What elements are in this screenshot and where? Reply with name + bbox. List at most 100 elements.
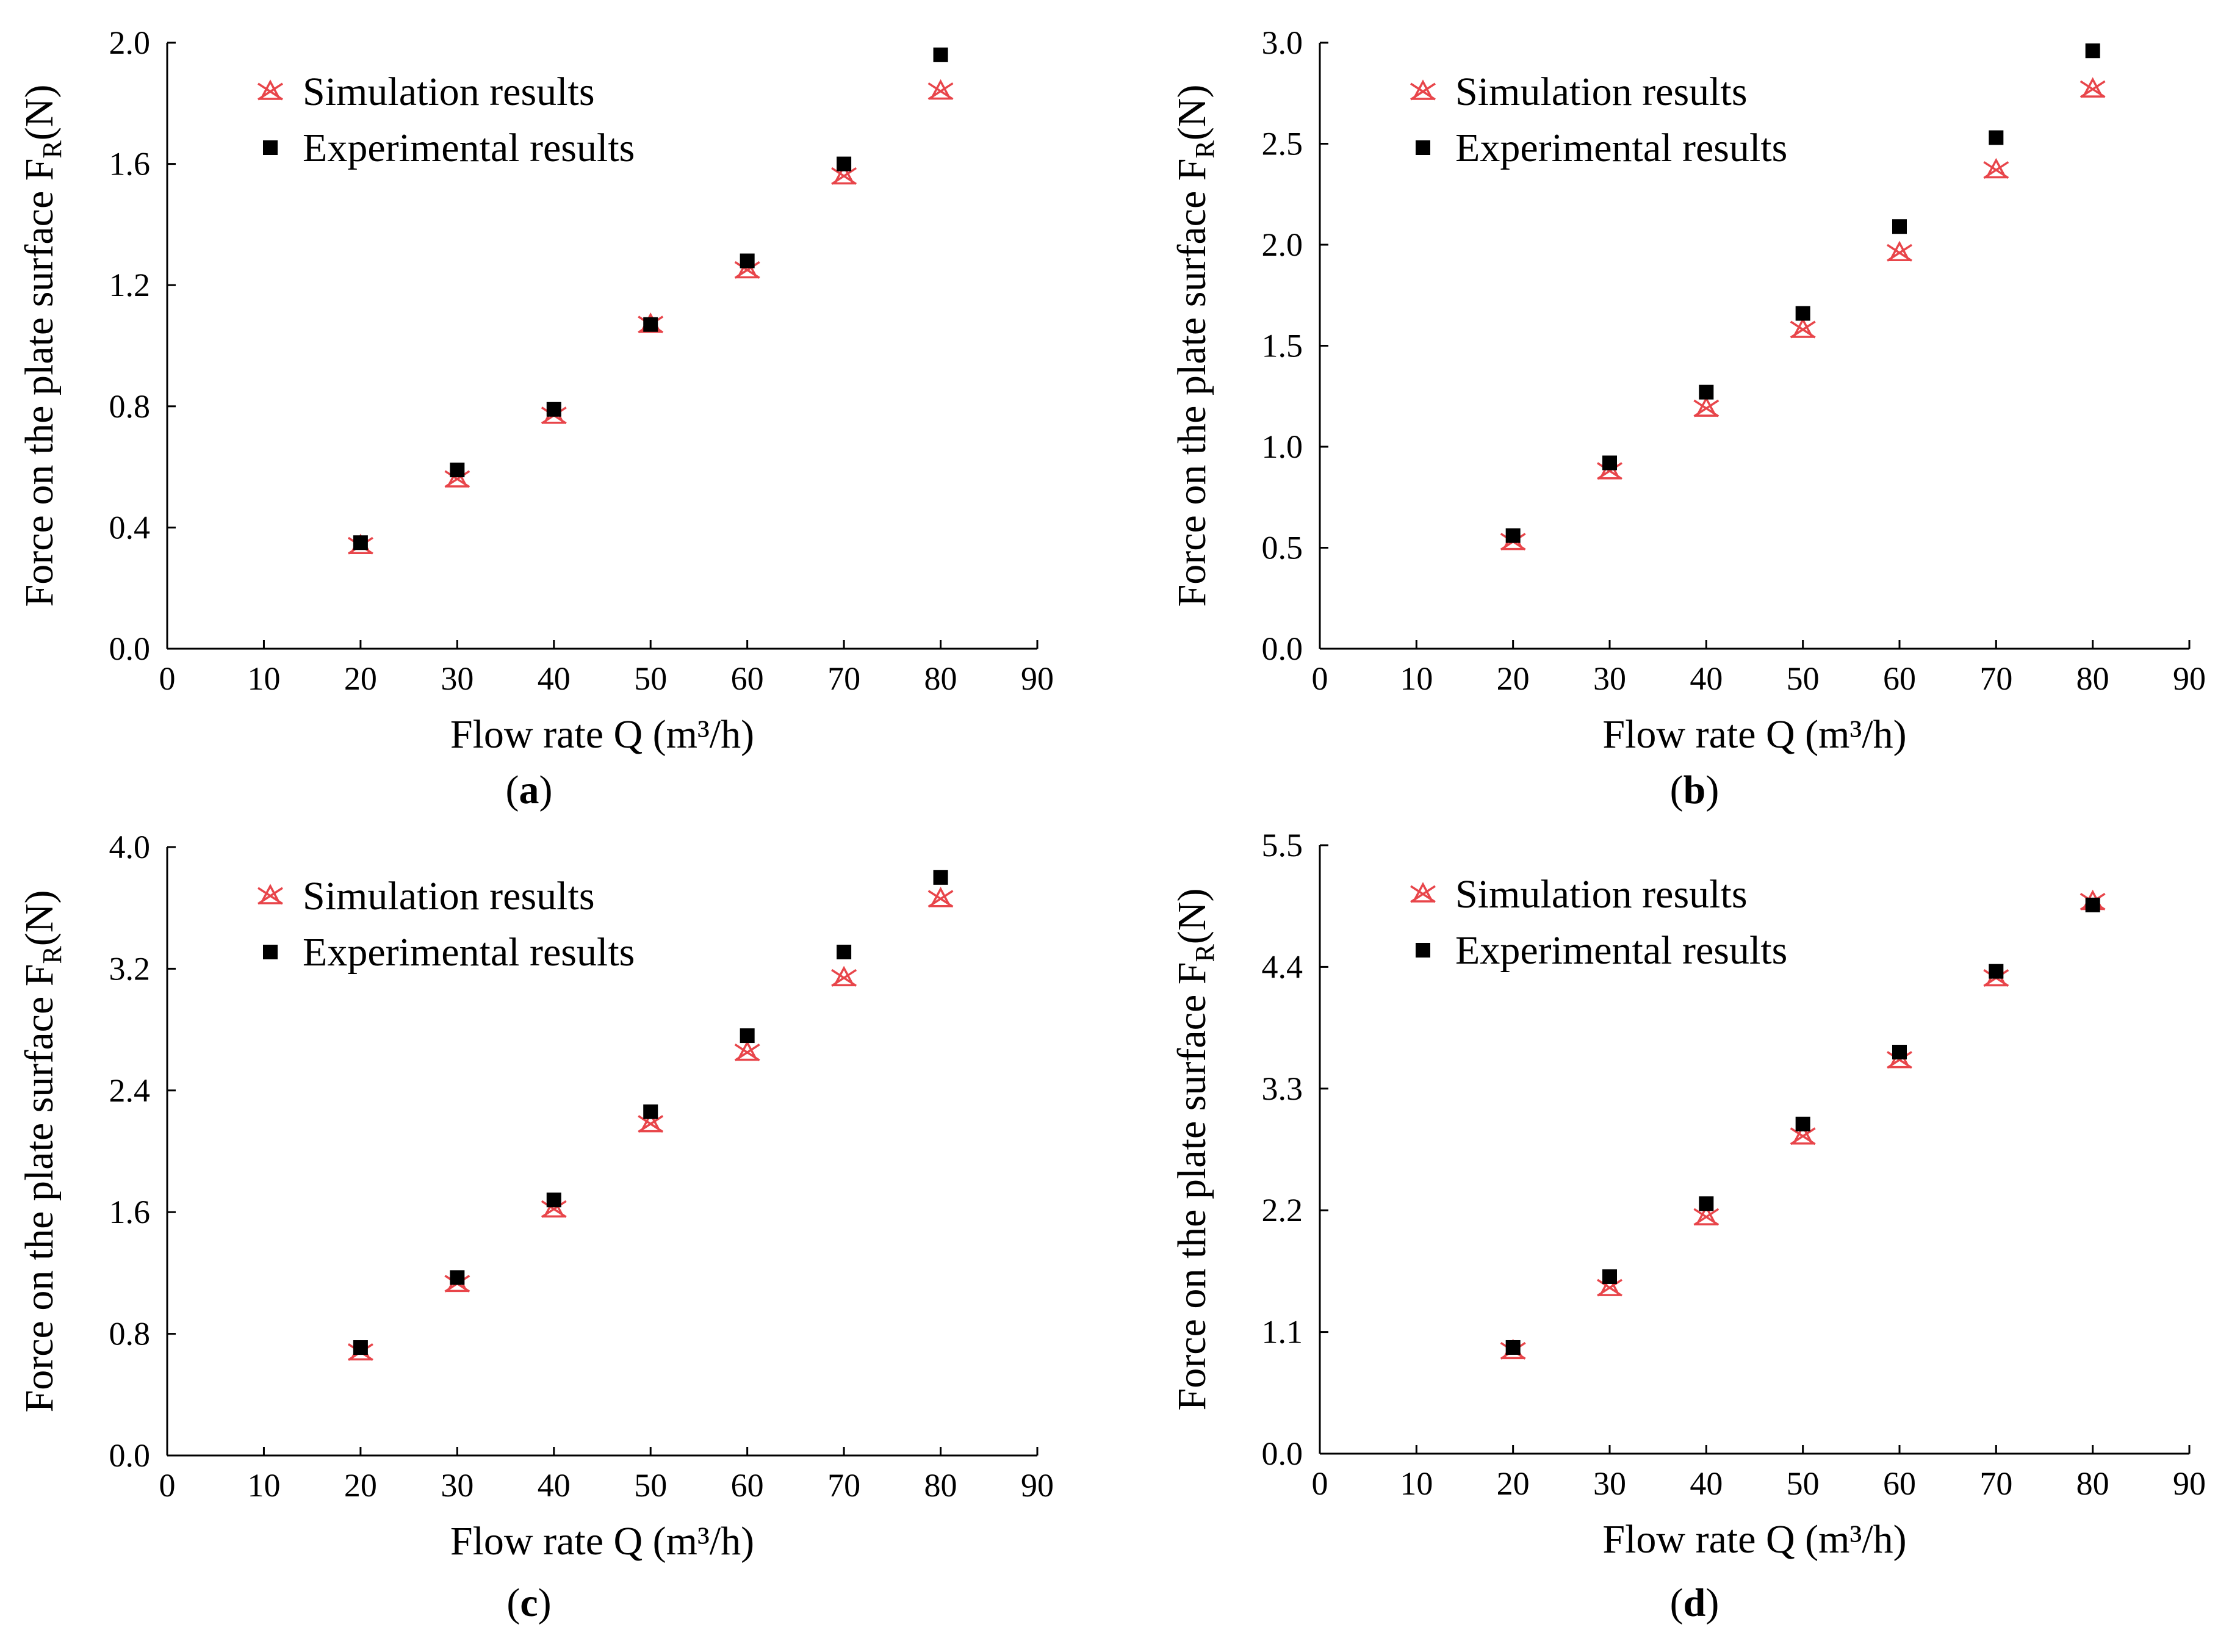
legend-experimental-marker bbox=[1416, 140, 1430, 155]
y-axis-title-subscript: R bbox=[1190, 944, 1220, 962]
x-tick-label: 70 bbox=[827, 1467, 860, 1504]
x-tick-label: 90 bbox=[1021, 1467, 1054, 1504]
simulation-point bbox=[831, 965, 857, 987]
y-tick-label: 2.2 bbox=[1262, 1192, 1303, 1228]
legend-experimental-label: Experimental results bbox=[303, 126, 635, 170]
x-axis-title: Flow rate Q (m³/h) bbox=[1602, 712, 1906, 757]
legend-simulation-marker-triangle bbox=[1412, 882, 1434, 903]
simulation-point-triangle bbox=[542, 1197, 565, 1217]
x-axis-title: Flow rate Q (m³/h) bbox=[450, 1519, 754, 1564]
y-tick-label: 1.1 bbox=[1262, 1314, 1303, 1351]
x-tick-label: 80 bbox=[2076, 660, 2109, 697]
caption-open-paren: ( bbox=[1670, 1581, 1683, 1625]
simulation-point-cross bbox=[927, 890, 954, 908]
legend-simulation-label: Simulation results bbox=[303, 874, 595, 918]
experimental-point bbox=[1699, 384, 1714, 400]
simulation-point-cross bbox=[1887, 1051, 1912, 1069]
series-experimental bbox=[1505, 43, 2100, 543]
x-tick-label: 30 bbox=[441, 1467, 474, 1504]
simulation-point-cross bbox=[1790, 1127, 1816, 1145]
simulation-point-cross bbox=[927, 82, 954, 100]
x-tick-label: 30 bbox=[441, 660, 474, 697]
x-tick-label: 80 bbox=[2076, 1465, 2109, 1502]
legend-simulation-marker-triangle bbox=[259, 884, 281, 904]
legend-simulation-label: Simulation results bbox=[1455, 872, 1748, 917]
x-tick-label: 20 bbox=[1497, 1465, 1530, 1502]
simulation-point bbox=[444, 467, 470, 488]
y-tick-label: 2.0 bbox=[1262, 226, 1303, 263]
caption-close-paren: ) bbox=[1705, 768, 1719, 812]
x-tick-label: 40 bbox=[1690, 1465, 1723, 1502]
panel-caption: (d) bbox=[1670, 1581, 1719, 1625]
experimental-point bbox=[740, 1028, 755, 1044]
y-tick-label: 0.5 bbox=[1262, 530, 1303, 566]
experimental-point bbox=[933, 870, 948, 885]
experimental-point bbox=[353, 1340, 368, 1355]
simulation-point-triangle bbox=[929, 79, 952, 100]
simulation-point-triangle bbox=[833, 164, 855, 185]
y-tick-label: 1.0 bbox=[1262, 428, 1303, 465]
x-tick-label: 30 bbox=[1593, 660, 1626, 697]
x-tick-label: 10 bbox=[247, 1467, 280, 1504]
y-axis-title-unit: (N) bbox=[1170, 85, 1214, 141]
y-tick-label: 3.2 bbox=[109, 950, 151, 987]
experimental-point bbox=[1892, 219, 1907, 234]
experimental-point bbox=[1795, 1116, 1810, 1131]
y-tick-label: 1.6 bbox=[109, 1194, 151, 1230]
x-tick-label: 10 bbox=[1400, 660, 1433, 697]
legend-simulation-marker-cross bbox=[257, 887, 283, 905]
y-tick-label: 0.8 bbox=[109, 388, 151, 425]
legend-experimental-label: Experimental results bbox=[303, 930, 635, 975]
y-tick-label: 1.6 bbox=[109, 146, 151, 182]
x-tick-label: 50 bbox=[1787, 660, 1820, 697]
simulation-point-cross bbox=[1790, 320, 1816, 339]
y-tick-label: 1.2 bbox=[109, 267, 151, 303]
simulation-point-triangle bbox=[929, 887, 952, 907]
legend-simulation-marker bbox=[257, 79, 283, 101]
simulation-point-triangle bbox=[1791, 317, 1814, 338]
simulation-point-cross bbox=[1597, 1279, 1622, 1297]
panel-caption: (c) bbox=[506, 1581, 551, 1625]
legend-simulation-marker-cross bbox=[257, 82, 283, 101]
x-tick-label: 0 bbox=[1312, 660, 1328, 697]
panel-a: 0 10 20 30 40 50 60 70 80 90 0.0 0.4 0.8 1.2 1.6 2.0 Flo… bbox=[17, 24, 1054, 812]
experimental-point bbox=[546, 1192, 561, 1208]
x-tick-label: 90 bbox=[2173, 660, 2206, 697]
experimental-point bbox=[1699, 1196, 1714, 1211]
simulation-point-cross bbox=[1887, 243, 1912, 262]
simulation-point-cross bbox=[541, 1200, 567, 1218]
y-tick-label: 0.0 bbox=[1262, 1435, 1303, 1472]
simulation-point bbox=[927, 79, 954, 100]
experimental-point bbox=[643, 317, 658, 332]
y-axis-title-subscript: R bbox=[1190, 140, 1220, 159]
y-axis-title-subscript: R bbox=[37, 140, 67, 159]
simulation-point-cross bbox=[1693, 1208, 1719, 1226]
x-tick-label: 40 bbox=[1690, 660, 1723, 697]
simulation-point-cross bbox=[1983, 161, 2009, 179]
experimental-point bbox=[1602, 1269, 1617, 1284]
y-tick-label: 0.0 bbox=[109, 630, 151, 667]
experimental-point bbox=[1602, 455, 1617, 471]
simulation-point-triangle bbox=[1695, 396, 1718, 417]
experimental-point bbox=[1505, 1340, 1521, 1355]
y-tick-label: 0.0 bbox=[1262, 630, 1303, 667]
experimental-point bbox=[643, 1104, 658, 1119]
simulation-point-cross bbox=[734, 261, 760, 279]
y-axis-title: Force on the plate surface FR(N) bbox=[1170, 85, 1220, 607]
legend-simulation-marker-cross bbox=[1410, 82, 1436, 101]
experimental-point bbox=[837, 944, 852, 959]
simulation-point bbox=[831, 164, 857, 185]
simulation-point-cross bbox=[638, 1115, 664, 1133]
simulation-point bbox=[734, 1040, 760, 1061]
y-axis-title-unit: (N) bbox=[17, 890, 62, 947]
x-tick-label: 20 bbox=[344, 660, 377, 697]
simulation-point bbox=[638, 1111, 664, 1133]
x-tick-label: 60 bbox=[731, 660, 764, 697]
simulation-point bbox=[541, 1197, 567, 1218]
panel-c: 0 10 20 30 40 50 60 70 80 90 0.0 0.8 1.6 2.4 3.2 4.0 Flo… bbox=[17, 829, 1054, 1625]
x-tick-label: 50 bbox=[634, 660, 667, 697]
legend-experimental-marker bbox=[1416, 943, 1430, 958]
simulation-point-triangle bbox=[736, 1040, 758, 1061]
simulation-point-cross bbox=[831, 968, 857, 987]
